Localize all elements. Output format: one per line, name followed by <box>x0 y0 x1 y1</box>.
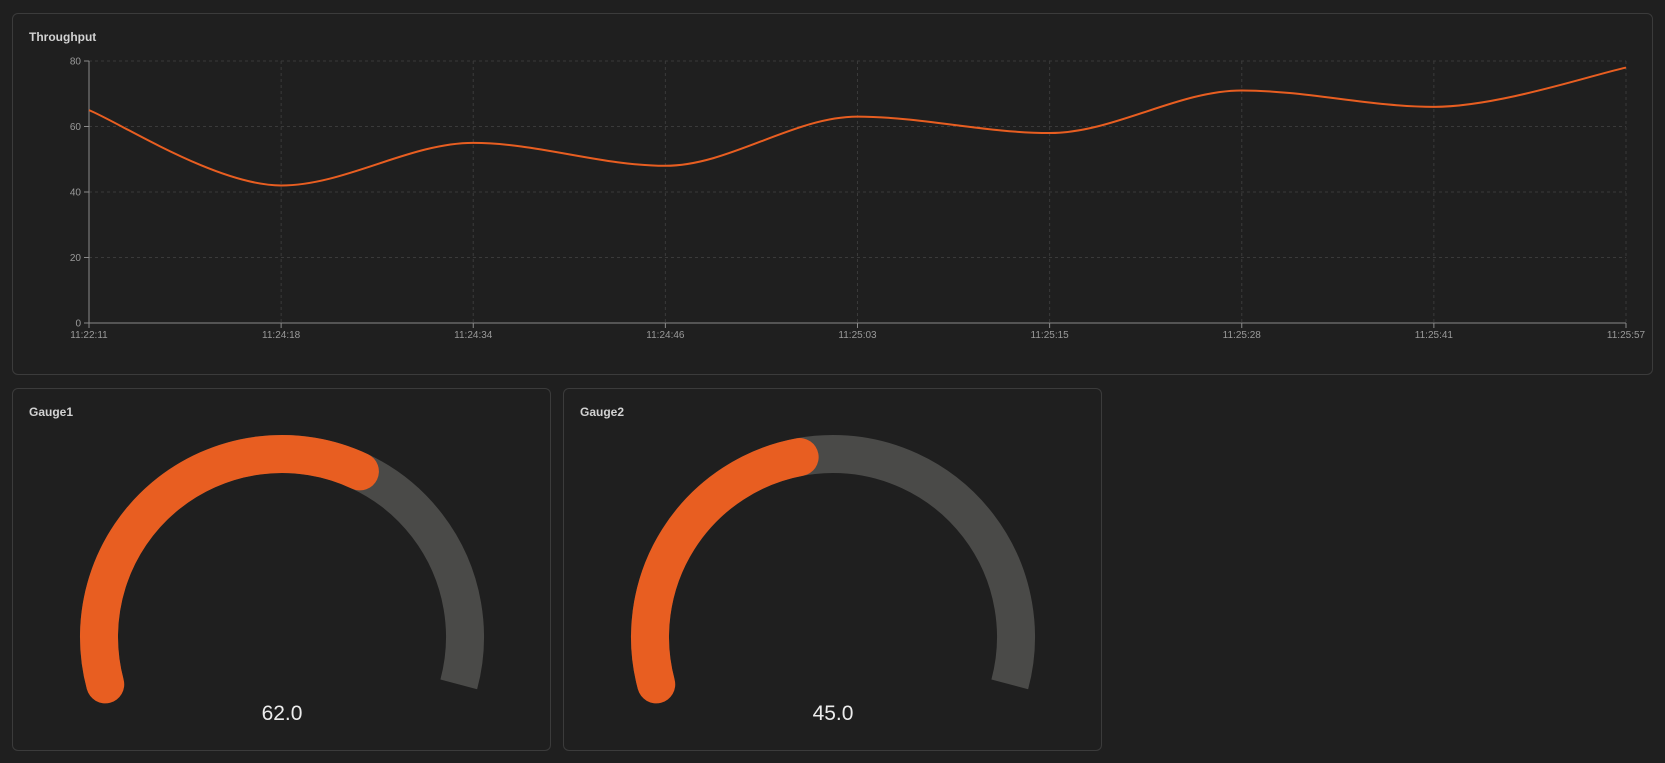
panel-title: Gauge2 <box>580 405 625 419</box>
gauge1-panel: Gauge1 62.0 <box>12 388 551 751</box>
x-tick-label: 11:25:28 <box>1223 330 1262 341</box>
series-line <box>88 66 1627 187</box>
gauge2-chart: 45.0 <box>631 435 1035 725</box>
panel-title: Gauge1 <box>29 405 74 419</box>
y-tick-label: 20 <box>70 253 82 264</box>
y-tick-label: 60 <box>70 122 82 133</box>
gauge-value: 62.0 <box>262 702 303 725</box>
gauge1-chart: 62.0 <box>80 435 484 725</box>
throughput-panel: Throughput 0 20 40 60 80 11:22:11 11:24:18 11:2… <box>12 13 1653 375</box>
y-tick-label: 0 <box>75 319 81 330</box>
gauge-value: 45.0 <box>813 702 854 725</box>
x-tick-label: 11:24:46 <box>646 330 685 341</box>
gauge-fill <box>631 438 819 704</box>
x-tick-label: 11:24:34 <box>454 330 493 341</box>
panel-title: Throughput <box>29 30 97 44</box>
x-tick-label: 11:24:18 <box>262 330 301 341</box>
x-tick-label: 11:25:03 <box>838 330 877 341</box>
gauge-fill <box>80 435 379 704</box>
gauge2-panel: Gauge2 45.0 <box>563 388 1102 751</box>
y-tick-label: 80 <box>70 57 82 68</box>
throughput-chart: 0 20 40 60 80 11:22:11 11:24:18 11:24:34 11:24:4… <box>70 57 1646 342</box>
y-tick-label: 40 <box>70 188 82 199</box>
x-tick-label: 11:22:11 <box>70 330 108 341</box>
x-tick-label: 11:25:41 <box>1415 330 1454 341</box>
x-tick-label: 11:25:15 <box>1031 330 1070 341</box>
x-tick-label: 11:25:57 <box>1607 330 1646 341</box>
